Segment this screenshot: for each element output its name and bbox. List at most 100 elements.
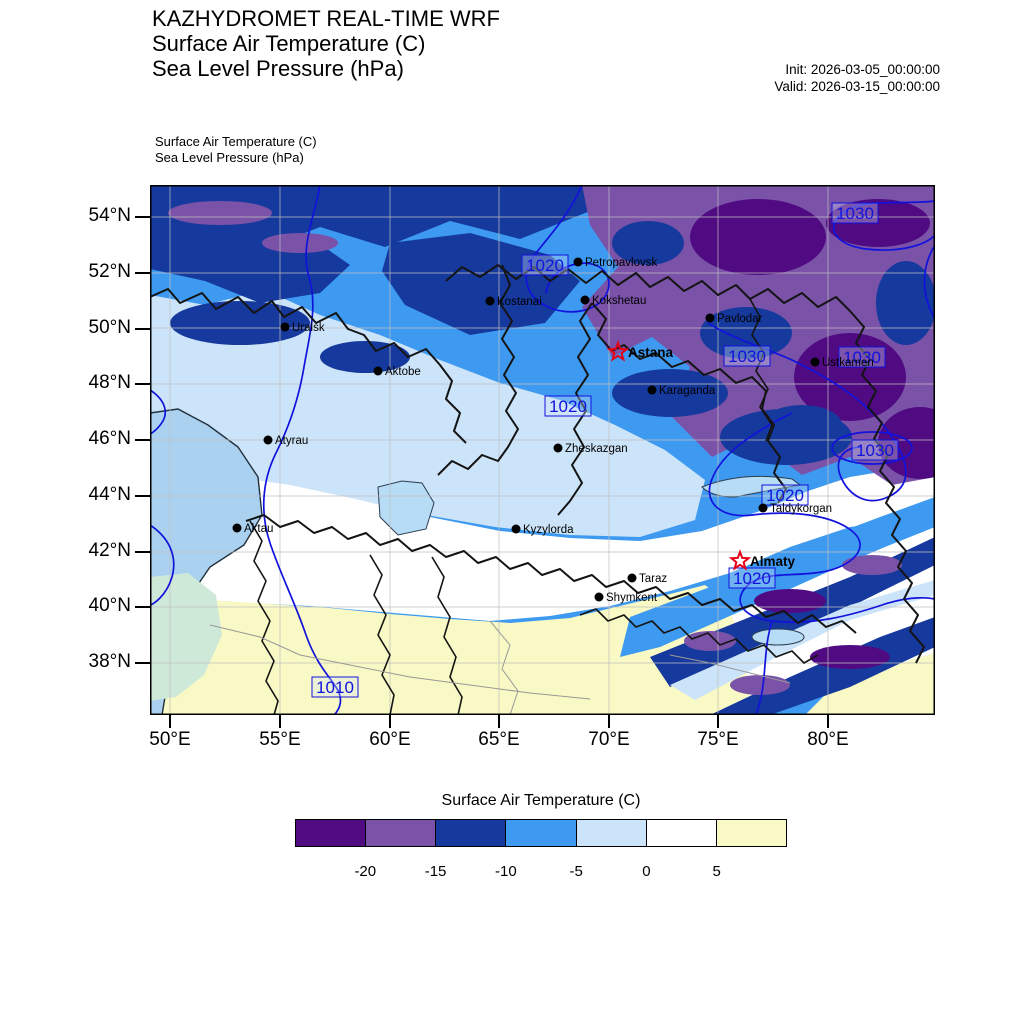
- y-axis-label: 38°N: [88, 651, 131, 672]
- x-axis-tick: [498, 715, 500, 728]
- city-marker-icon: [232, 523, 242, 533]
- city-label: Karaganda: [659, 385, 716, 397]
- colorbar-title: Surface Air Temperature (C): [441, 792, 641, 809]
- city-label: Kostanai: [497, 296, 542, 308]
- y-axis-tick: [135, 328, 150, 330]
- x-axis-tick: [717, 715, 719, 728]
- city-label: Taldykorgan: [770, 503, 832, 515]
- y-axis-label: 48°N: [88, 372, 131, 393]
- city-label: Ustkamen: [822, 357, 874, 369]
- city-label: Aktau: [244, 523, 273, 535]
- colorbar-tick-label: -5: [569, 863, 583, 880]
- city-marker-icon: [280, 322, 290, 332]
- y-axis-tick: [135, 662, 150, 664]
- y-axis-tick: [135, 495, 150, 497]
- title-block: KAZHYDROMET REAL-TIME WRF Surface Air Te…: [152, 6, 500, 81]
- city-marker-icon: [705, 313, 715, 323]
- plot-subtitle-temperature: Surface Air Temperature (C): [152, 31, 426, 56]
- admin-borders: [149, 264, 925, 716]
- y-axis-label: 50°N: [88, 317, 131, 338]
- pressure-label: 1010: [316, 678, 354, 697]
- city-marker-icon: [553, 443, 563, 453]
- x-axis-tick: [608, 715, 610, 728]
- colorbar-tick-label: -20: [354, 863, 377, 880]
- pressure-label: 1030: [728, 347, 766, 366]
- pressure-label-box: [851, 439, 899, 461]
- pressure-label: 1020: [549, 397, 587, 416]
- pressure-label: 1030: [843, 348, 881, 367]
- city-label: Uralsk: [292, 322, 325, 334]
- map-caption: Surface Air Temperature (C) Sea Level Pr…: [155, 134, 317, 166]
- pressure-label-box: [838, 346, 886, 368]
- x-axis-tick: [389, 715, 391, 728]
- valid-timestamp: Valid: 2026-03-15_00:00:00: [774, 79, 940, 94]
- city-label: Aktobe: [385, 366, 421, 378]
- weather-map: 1020 1030 1020 1030 1030 1030 1020 1020 1010 Ura…: [149, 184, 962, 716]
- city-label: Kyzylorda: [523, 524, 574, 536]
- city-label: Pavlodar: [717, 313, 763, 325]
- pressure-label-box: [521, 254, 569, 276]
- colorbar-tick-label: 0: [642, 863, 651, 880]
- colorbar-cell: [295, 819, 367, 847]
- y-axis-tick: [135, 216, 150, 218]
- city-marker-icon: [580, 295, 590, 305]
- city-label: Atyrau: [275, 435, 308, 447]
- map-caption-pressure: Sea Level Pressure (hPa): [155, 150, 304, 165]
- y-axis-label: 52°N: [88, 261, 131, 282]
- y-axis-label: 42°N: [88, 540, 131, 561]
- city-label: Kokshetau: [592, 295, 646, 307]
- city-label: Taraz: [639, 573, 667, 585]
- colorbar-tick-label: -15: [424, 863, 447, 880]
- pressure-label-box: [723, 345, 771, 367]
- city-marker-icon: [594, 592, 604, 602]
- x-axis-label: 50°E: [149, 729, 191, 750]
- city-marker-icon: [511, 524, 521, 534]
- colorbar-cell: [645, 819, 717, 847]
- y-axis-label: 46°N: [88, 428, 131, 449]
- colorbar-cell: [505, 819, 577, 847]
- x-axis-label: 65°E: [478, 729, 520, 750]
- x-axis-tick: [279, 715, 281, 728]
- x-axis-tick: [169, 715, 171, 728]
- cities-layer: Uralsk Aktobe Kostanai Petropavlovsk Kokshet…: [232, 257, 874, 604]
- pressure-label-box: [761, 484, 809, 506]
- colorbar: [295, 819, 787, 847]
- x-axis-label: 55°E: [259, 729, 301, 750]
- map-caption-temperature: Surface Air Temperature (C): [155, 134, 317, 149]
- graticule: [150, 185, 935, 715]
- colorbar-cell: [575, 819, 647, 847]
- pressure-label: 1030: [856, 441, 894, 460]
- plot-title: KAZHYDROMET REAL-TIME WRF: [152, 6, 500, 31]
- city-label: Almaty: [750, 554, 796, 569]
- x-axis-tick: [827, 715, 829, 728]
- colorbar-tick-label: -10: [495, 863, 517, 880]
- pressure-label-box: [831, 202, 879, 224]
- city-marker-icon: [647, 385, 657, 395]
- city-label: Astana: [628, 345, 674, 360]
- lakes-layer: [149, 408, 805, 716]
- city-label: Zheskazgan: [565, 443, 628, 455]
- y-axis-tick: [135, 272, 150, 274]
- x-axis-label: 60°E: [369, 729, 411, 750]
- y-axis-label: 54°N: [88, 205, 131, 226]
- y-axis-tick: [135, 606, 150, 608]
- colorbar-cell: [435, 819, 507, 847]
- pressure-labels-layer: 1020 1030 1020 1030 1030 1030 1020 1020 1010: [311, 202, 899, 698]
- pressure-label: 1020: [766, 486, 804, 505]
- city-marker-icon: [627, 573, 637, 583]
- x-axis-label: 70°E: [588, 729, 630, 750]
- city-marker-icon: [485, 296, 495, 306]
- city-marker-icon: [263, 435, 273, 445]
- y-axis-label: 44°N: [88, 484, 131, 505]
- map-frame: [150, 185, 935, 715]
- pressure-label-box: [544, 395, 592, 417]
- city-marker-icon: [373, 366, 383, 376]
- foreign-borders: [209, 620, 791, 716]
- city-label: Shymkent: [606, 592, 658, 604]
- city-marker-icon: [573, 257, 583, 267]
- capital-star-icon: [606, 340, 630, 362]
- run-times: Init: 2026-03-05_00:00:00 Valid: 2026-03…: [774, 61, 940, 95]
- pressure-label-box: [728, 567, 776, 589]
- capital-star-icon: [728, 549, 752, 571]
- x-axis-label: 75°E: [697, 729, 739, 750]
